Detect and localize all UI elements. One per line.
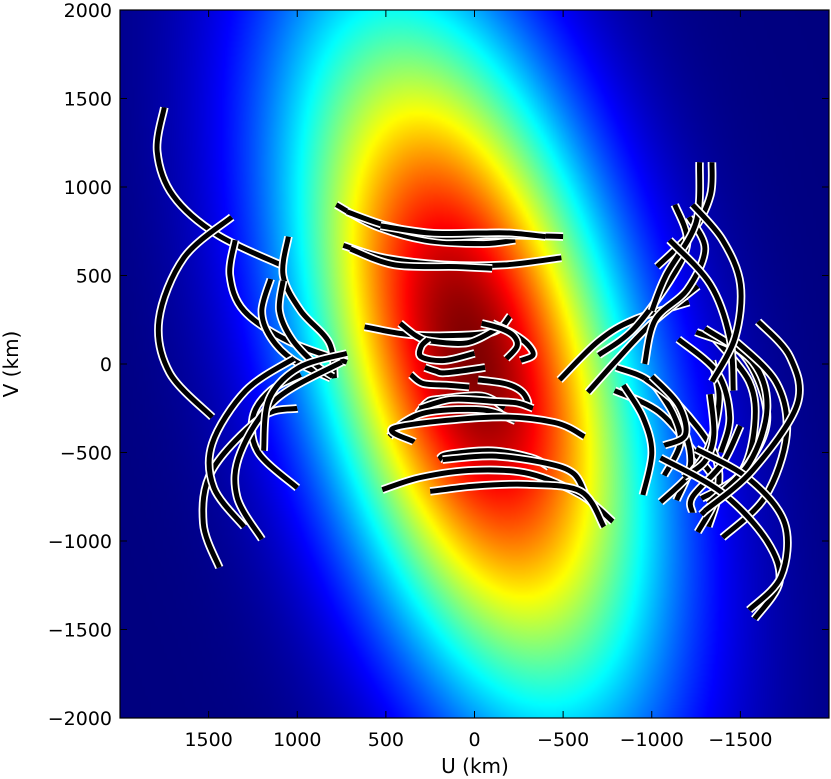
uv-track-line — [429, 481, 607, 529]
uv-track-line — [597, 203, 690, 358]
y-axis-label: V (km) — [0, 331, 23, 398]
uv-track-line — [380, 223, 546, 240]
uv-track-54 — [702, 318, 804, 515]
uv-track-6 — [154, 213, 235, 421]
uv-track-26 — [418, 394, 535, 413]
uv-track-22 — [423, 363, 486, 378]
uv-track-line — [206, 356, 296, 529]
uv-track-line — [694, 446, 790, 612]
uv-track-line — [398, 321, 499, 347]
uv-track-50 — [702, 325, 772, 507]
uv-track-45 — [648, 373, 691, 450]
uv-track-40 — [619, 382, 657, 496]
uv-track-14 — [379, 221, 546, 241]
uv-track-51 — [719, 334, 792, 541]
uv-track-30 — [442, 451, 591, 499]
uv-track-line — [621, 383, 655, 496]
y-tick-label: 1000 — [64, 177, 112, 199]
uv-track-line — [703, 319, 803, 513]
uv-track-1 — [152, 106, 287, 271]
uv-track-line — [676, 337, 733, 454]
uv-track-36 — [640, 214, 710, 365]
uv-track-9 — [204, 355, 297, 530]
uv-track-line — [416, 337, 476, 364]
x-tick-label: −1000 — [620, 729, 684, 751]
y-tick-label: 1500 — [64, 89, 112, 111]
x-tick-label: 500 — [368, 729, 404, 751]
uv-track-line — [720, 335, 790, 540]
y-tick-label: −2000 — [48, 708, 112, 730]
uv-track-line — [155, 215, 234, 419]
uv-track-23 — [407, 371, 470, 392]
uv-track-line — [409, 372, 470, 390]
y-tick-label: 500 — [76, 266, 112, 288]
uv-track-53 — [694, 445, 792, 614]
uv-track-line — [480, 320, 520, 361]
x-tick-label: −500 — [537, 729, 589, 751]
x-tick-label: 1000 — [273, 729, 321, 751]
uv-track-line — [667, 238, 736, 391]
uv-track-57 — [689, 201, 746, 384]
uv-track-21 — [480, 319, 522, 362]
uv-tracks — [152, 106, 804, 622]
uv-track-line — [389, 414, 586, 445]
y-tick-label: −1500 — [48, 620, 112, 642]
x-tick-label: 1500 — [184, 729, 232, 751]
uv-track-56 — [666, 237, 738, 391]
uv-track-line — [261, 350, 348, 451]
uv-track-line — [703, 326, 770, 506]
uv-track-line — [232, 360, 343, 541]
axis-ticks: 1500 1000 500 0 −500 −1000 −1500 2000 1500 1000 50… — [48, 0, 829, 751]
y-tick-label: −500 — [60, 443, 112, 465]
uv-track-line — [690, 203, 744, 383]
uv-track-47 — [675, 335, 734, 454]
uv-track-line — [418, 396, 534, 411]
uv-track-37 — [596, 203, 692, 359]
uv-track-line — [154, 106, 286, 269]
plot-area — [120, 10, 829, 718]
uv-track-19 — [415, 336, 476, 365]
x-axis-label: U (km) — [441, 754, 509, 778]
uv-track-16 — [348, 244, 493, 273]
uv-track-line — [349, 246, 493, 271]
y-tick-label: 0 — [100, 354, 112, 376]
uv-track-line — [649, 374, 689, 448]
uv-track-2 — [225, 239, 349, 367]
uv-track-10 — [230, 358, 344, 542]
uv-track-32 — [429, 479, 608, 530]
uv-track-18 — [397, 319, 500, 348]
uv-track-line — [642, 215, 708, 365]
x-tick-label: 0 — [468, 729, 480, 751]
uv-track-line — [424, 365, 486, 376]
y-tick-label: 2000 — [64, 0, 112, 22]
uv-track-11 — [259, 349, 349, 452]
uv-track-28 — [387, 412, 587, 446]
y-tick-label: −1000 — [48, 531, 112, 553]
uv-track-line — [227, 239, 348, 365]
x-tick-label: −1500 — [708, 729, 772, 751]
uv-track-line — [442, 453, 589, 498]
